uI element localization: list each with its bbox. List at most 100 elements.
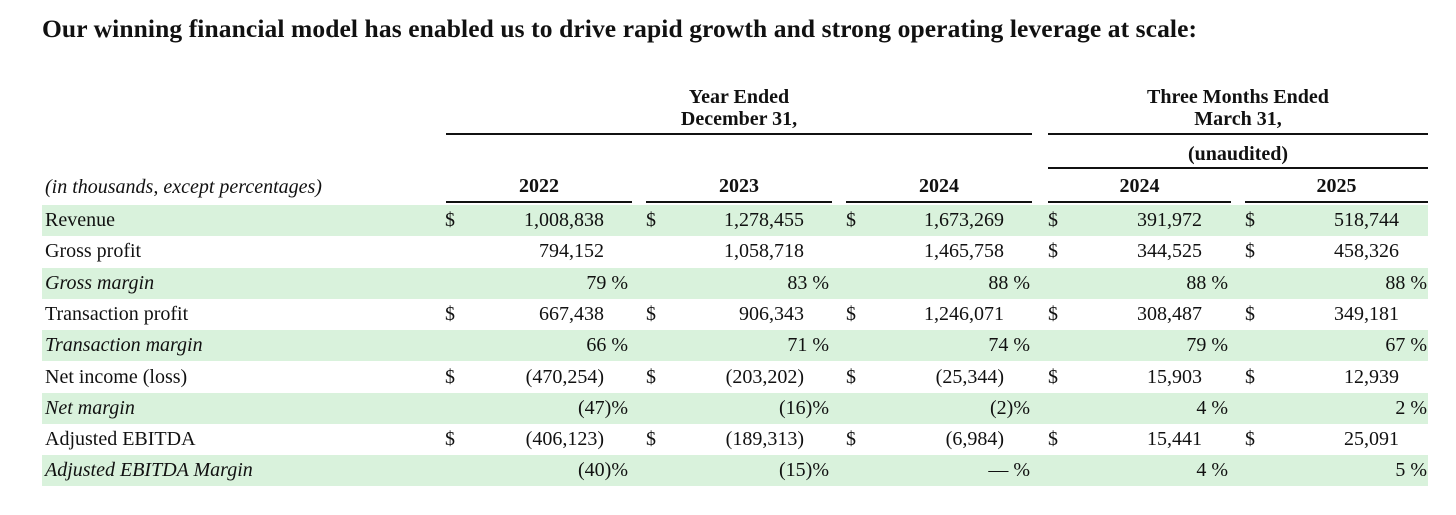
currency-symbol: $	[1245, 365, 1255, 388]
currency-symbol: $	[646, 365, 656, 388]
table-row: Transaction margin 66 % 71 % 74 % 79 % 67 %	[42, 330, 1428, 362]
table-cell: 4 %	[1196, 459, 1228, 482]
unaudited-rule	[1048, 167, 1428, 169]
table-row: Net margin (47)% (16)% (2)% 4 % 2 %	[42, 392, 1428, 424]
table-cell: (16)%	[779, 396, 829, 419]
table-cell: 79 %	[586, 271, 628, 294]
group-header-year-ended: Year Ended December 31,	[446, 86, 1032, 130]
group-header-three-months-line1: Three Months Ended	[1147, 86, 1329, 108]
currency-symbol: $	[846, 428, 856, 451]
table-cell: 67 %	[1385, 334, 1427, 357]
table-cell: (6,984)	[945, 428, 1004, 451]
column-rule-2023	[646, 201, 832, 203]
group-rule-three-months	[1048, 133, 1428, 135]
unaudited-label: (unaudited)	[1187, 143, 1289, 165]
table-cell: 349,181	[1334, 302, 1399, 325]
table-cell: 25,091	[1344, 428, 1399, 451]
currency-symbol: $	[1245, 209, 1255, 231]
row-label: Net margin	[45, 396, 135, 419]
table-cell: (15)%	[779, 459, 829, 482]
column-header-2022: 2022	[519, 175, 559, 197]
table-cell: 71 %	[787, 334, 829, 357]
table-cell: 1,673,269	[924, 209, 1004, 231]
column-header-2025-quarter: 2025	[1316, 175, 1357, 197]
currency-symbol: $	[1245, 240, 1255, 263]
table-cell: (2)%	[990, 396, 1030, 419]
table-cell: 794,152	[539, 240, 604, 263]
table-row: Adjusted EBITDA Margin (40)% (15)% — % 4 % 5 …	[42, 455, 1428, 487]
column-header-2024-annual: 2024	[919, 175, 959, 197]
table-cell: (47)%	[578, 396, 628, 419]
table-cell: 518,744	[1334, 209, 1399, 231]
currency-symbol: $	[445, 302, 455, 325]
table-row: Revenue $1,008,838 $1,278,455 $1,673,269 $39…	[42, 205, 1428, 236]
table-cell: 15,903	[1147, 365, 1202, 388]
table-row: Gross profit 794,152 1,058,718 1,465,758 $34…	[42, 236, 1428, 267]
group-header-year-ended-line2: December 31,	[680, 108, 798, 130]
currency-symbol: $	[445, 209, 455, 231]
column-header-2023: 2023	[719, 175, 759, 197]
group-header-three-months: Three Months Ended March 31,	[1048, 86, 1428, 130]
currency-symbol: $	[445, 365, 455, 388]
table-cell: 88 %	[988, 271, 1030, 294]
row-label: Transaction profit	[45, 302, 189, 325]
table-cell: 1,465,758	[924, 240, 1004, 263]
currency-symbol: $	[846, 365, 856, 388]
table-row: Gross margin 79 % 83 % 88 % 88 % 88 %	[42, 267, 1428, 299]
table-cell: 1,278,455	[724, 209, 804, 231]
table-row: Adjusted EBITDA $ (406,123) $ (189,313) $ (6,9…	[42, 424, 1428, 455]
row-label: Net income (loss)	[45, 365, 188, 388]
currency-symbol: $	[1048, 428, 1058, 451]
currency-symbol: $	[1245, 302, 1255, 325]
table-cell: 391,972	[1137, 209, 1202, 231]
row-label: Adjusted EBITDA	[45, 428, 196, 451]
currency-symbol: $	[1245, 428, 1255, 451]
table-cell: 12,939	[1344, 365, 1399, 388]
currency-symbol: $	[646, 302, 656, 325]
table-cell: (203,202)	[725, 365, 804, 388]
table-cell: (25,344)	[935, 365, 1004, 388]
currency-symbol: $	[1048, 365, 1058, 388]
table-cell: 906,343	[739, 302, 804, 325]
table-cell: 66 %	[586, 334, 628, 357]
table-cell: 1,008,838	[524, 209, 604, 231]
table-cell: 2 %	[1395, 396, 1427, 419]
group-header-three-months-line2: March 31,	[1194, 108, 1282, 130]
table-cell: 74 %	[988, 334, 1030, 357]
table-cell: (470,254)	[525, 365, 604, 388]
table-cell: 458,326	[1334, 240, 1399, 263]
row-label: Adjusted EBITDA Margin	[45, 459, 253, 482]
table-cell: 79 %	[1186, 334, 1228, 357]
currency-symbol: $	[1048, 209, 1058, 231]
row-label: Revenue	[45, 209, 115, 231]
table-cell: 667,438	[539, 302, 604, 325]
group-rule-year-ended	[446, 133, 1032, 135]
table-cell: (406,123)	[525, 428, 604, 451]
table-cell: 88 %	[1186, 271, 1228, 294]
group-header-year-ended-line1: Year Ended	[688, 86, 790, 108]
table-cell: 308,487	[1137, 302, 1202, 325]
currency-symbol: $	[846, 302, 856, 325]
table-cell: (40)%	[578, 459, 628, 482]
table-cell: 88 %	[1385, 271, 1427, 294]
headline: Our winning financial model has enabled …	[42, 14, 1198, 43]
currency-symbol: $	[646, 209, 656, 231]
currency-symbol: $	[1048, 240, 1058, 263]
currency-symbol: $	[846, 209, 856, 231]
table-cell: 15,441	[1147, 428, 1202, 451]
table-cell: 1,246,071	[924, 302, 1004, 325]
column-header-2024-quarter: 2024	[1119, 175, 1160, 197]
table-cell: 4 %	[1196, 396, 1228, 419]
currency-symbol: $	[646, 428, 656, 451]
column-rule-2025-quarter	[1245, 201, 1428, 203]
column-rule-2024-annual	[846, 201, 1032, 203]
row-label: Gross profit	[45, 240, 142, 263]
table-row: Net income (loss) $ (470,254) $ (203,202) $ (2…	[42, 362, 1428, 393]
column-rule-2022	[446, 201, 632, 203]
currency-symbol: $	[1048, 302, 1058, 325]
table-cell: 83 %	[787, 271, 829, 294]
column-rule-2024-quarter	[1048, 201, 1231, 203]
table-cell: 344,525	[1137, 240, 1202, 263]
table-cell: — %	[988, 459, 1030, 482]
currency-symbol: $	[445, 428, 455, 451]
